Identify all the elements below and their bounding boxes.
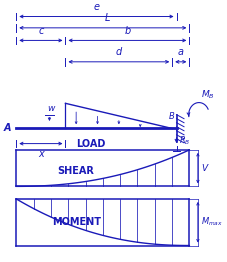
- Text: B: B: [168, 112, 174, 121]
- Text: V: V: [201, 164, 207, 173]
- Text: d: d: [116, 47, 122, 57]
- Text: L: L: [104, 13, 110, 23]
- Text: x: x: [38, 149, 44, 159]
- Text: a: a: [178, 47, 184, 57]
- Text: e: e: [94, 2, 99, 12]
- Text: MOMENT: MOMENT: [52, 217, 101, 227]
- Text: w: w: [47, 104, 54, 113]
- Text: A: A: [4, 123, 12, 134]
- Text: SHEAR: SHEAR: [58, 166, 95, 176]
- Text: $R_B$: $R_B$: [179, 135, 191, 147]
- Text: b: b: [124, 26, 131, 36]
- Text: $M_{max}$: $M_{max}$: [201, 216, 223, 228]
- Text: $M_B$: $M_B$: [201, 88, 215, 101]
- Text: LOAD: LOAD: [76, 139, 106, 149]
- Text: c: c: [38, 26, 44, 36]
